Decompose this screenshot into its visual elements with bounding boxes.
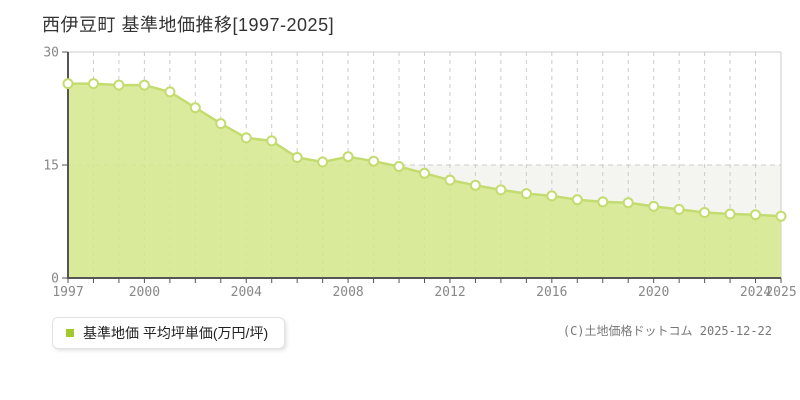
data-point-2019[interactable] bbox=[622, 197, 634, 209]
data-point-2010[interactable] bbox=[393, 161, 405, 172]
y-tick-label-30: 30 bbox=[43, 46, 59, 61]
data-point-2020[interactable] bbox=[648, 200, 660, 212]
data-point-2011[interactable] bbox=[419, 167, 430, 179]
copyright: (C)土地価格ドットコム 2025-12-22 bbox=[562, 324, 772, 338]
data-point-1997[interactable] bbox=[62, 78, 74, 90]
data-point-2013[interactable] bbox=[469, 179, 481, 191]
data-point-2022[interactable] bbox=[699, 207, 711, 218]
y-tick-label-15: 15 bbox=[43, 159, 59, 174]
data-point-2002[interactable] bbox=[189, 102, 201, 114]
legend-label: 基準地価 平均坪単価(万円/坪) bbox=[83, 325, 269, 341]
data-point-2021[interactable] bbox=[673, 203, 685, 215]
x-tick-label-2016: 2016 bbox=[536, 285, 567, 300]
data-point-2005[interactable] bbox=[266, 135, 278, 147]
x-tick-label-2004: 2004 bbox=[231, 285, 262, 300]
x-tick-label-2024: 2024 bbox=[740, 285, 771, 300]
data-point-2001[interactable] bbox=[164, 86, 176, 98]
data-point-1999[interactable] bbox=[113, 79, 125, 91]
data-point-2004[interactable] bbox=[240, 132, 252, 144]
data-point-2016[interactable] bbox=[546, 190, 558, 202]
data-point-2024[interactable] bbox=[750, 209, 761, 221]
x-tick-label-1997: 1997 bbox=[52, 285, 83, 300]
legend: 基準地価 平均坪単価(万円/坪) bbox=[52, 317, 286, 349]
x-tick-label-2025: 2025 bbox=[765, 285, 796, 300]
legend-marker-icon bbox=[66, 329, 74, 337]
data-point-2006[interactable] bbox=[291, 152, 303, 163]
data-point-2012[interactable] bbox=[444, 174, 456, 186]
data-point-2009[interactable] bbox=[368, 155, 380, 167]
data-point-2007[interactable] bbox=[317, 156, 329, 168]
area-fill bbox=[68, 83, 781, 278]
y-tick-label-0: 0 bbox=[51, 272, 59, 287]
data-point-2014[interactable] bbox=[495, 184, 507, 196]
x-tick-label-2000: 2000 bbox=[129, 285, 160, 300]
x-tick-label-2012: 2012 bbox=[434, 285, 465, 300]
x-tick-label-2020: 2020 bbox=[638, 285, 669, 300]
data-point-1998[interactable] bbox=[88, 78, 99, 90]
data-point-2017[interactable] bbox=[571, 194, 583, 206]
data-point-2015[interactable] bbox=[520, 188, 532, 200]
data-point-2003[interactable] bbox=[215, 118, 227, 130]
data-point-2008[interactable] bbox=[342, 151, 354, 163]
data-point-2000[interactable] bbox=[138, 79, 150, 91]
data-point-2018[interactable] bbox=[597, 196, 609, 208]
data-point-2025[interactable] bbox=[775, 210, 787, 222]
page-title: 西伊豆町 基準地価推移[1997-2025] bbox=[42, 15, 335, 35]
x-tick-label-2008: 2008 bbox=[332, 285, 363, 300]
data-point-2023[interactable] bbox=[724, 208, 736, 220]
price-trend-chart: 0 15 30 1997 2000 2004 2008 2012 2016 2020 2024202… bbox=[43, 46, 796, 301]
